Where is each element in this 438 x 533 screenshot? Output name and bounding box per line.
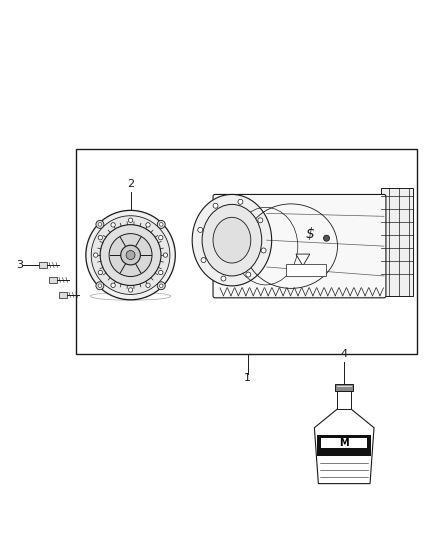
Circle shape [109, 233, 152, 277]
Bar [318, 435, 371, 456]
Polygon shape [314, 409, 374, 483]
Circle shape [238, 199, 243, 204]
Circle shape [258, 218, 263, 223]
Text: $: $ [305, 227, 314, 241]
Circle shape [126, 251, 135, 260]
Circle shape [111, 283, 115, 287]
Circle shape [91, 216, 170, 294]
Circle shape [128, 288, 133, 292]
Circle shape [128, 218, 133, 222]
Bar [49, 277, 57, 283]
Circle shape [146, 283, 150, 287]
Text: 1: 1 [244, 373, 251, 383]
Circle shape [146, 223, 150, 227]
Circle shape [121, 245, 141, 265]
Circle shape [157, 221, 165, 228]
Bar [381, 189, 413, 296]
Text: 2: 2 [127, 180, 134, 190]
Bar [286, 264, 326, 276]
Circle shape [96, 282, 104, 290]
Circle shape [201, 257, 206, 263]
Circle shape [157, 282, 165, 290]
Bar [59, 292, 67, 298]
Circle shape [98, 223, 102, 226]
Circle shape [93, 253, 98, 257]
Circle shape [111, 223, 115, 227]
Circle shape [86, 211, 175, 300]
Circle shape [261, 248, 266, 253]
Bar [337, 391, 351, 409]
Circle shape [221, 276, 226, 281]
Text: M: M [339, 438, 349, 448]
Circle shape [324, 235, 329, 241]
Circle shape [98, 284, 102, 287]
Circle shape [163, 253, 168, 257]
Ellipse shape [202, 204, 262, 276]
Ellipse shape [213, 217, 251, 263]
Circle shape [100, 225, 161, 286]
Ellipse shape [192, 195, 272, 286]
Bar [335, 384, 353, 391]
Circle shape [213, 203, 218, 208]
Circle shape [246, 272, 251, 277]
FancyBboxPatch shape [213, 195, 386, 298]
Text: 4: 4 [341, 350, 348, 359]
Bar [321, 438, 367, 448]
Circle shape [98, 270, 102, 274]
Circle shape [198, 228, 203, 232]
Circle shape [96, 221, 104, 228]
Circle shape [159, 284, 163, 287]
Circle shape [159, 223, 163, 226]
Circle shape [159, 236, 163, 240]
Bar [39, 262, 47, 268]
Text: 3: 3 [16, 260, 23, 270]
Circle shape [98, 236, 102, 240]
Bar [76, 149, 417, 354]
Circle shape [159, 270, 163, 274]
